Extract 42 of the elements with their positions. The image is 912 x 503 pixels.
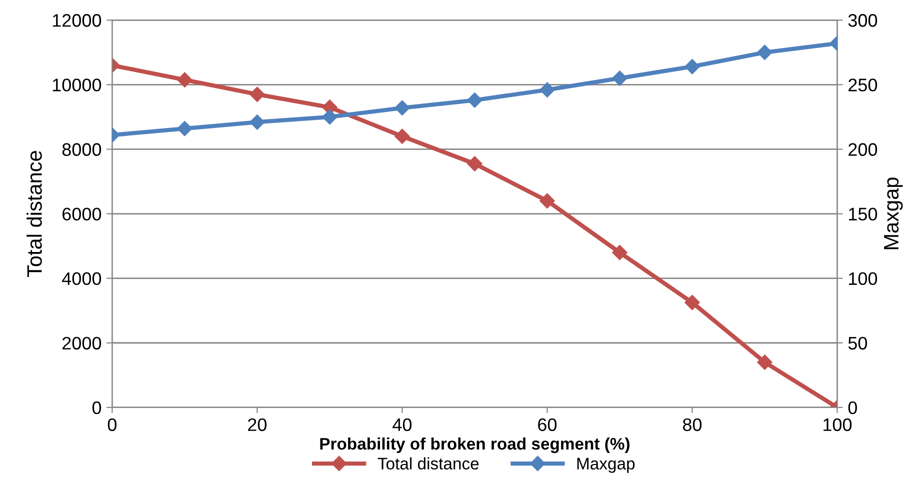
point — [177, 72, 192, 88]
point — [250, 86, 265, 102]
point — [322, 109, 338, 125]
y2-tick-label: 0 — [848, 401, 857, 414]
point — [467, 156, 482, 172]
x-tick-label: 80 — [682, 418, 702, 432]
y-axis-title: Total distance — [26, 151, 42, 277]
point — [540, 82, 555, 98]
legend-label: Maxgap — [577, 458, 635, 473]
y-tick-label: 8000 — [62, 143, 102, 156]
point — [612, 70, 628, 86]
y2-tick-label: 250 — [848, 78, 878, 92]
point — [250, 114, 265, 130]
point — [757, 44, 772, 60]
point — [612, 244, 628, 260]
point — [684, 294, 700, 310]
x-tick-label: 40 — [392, 418, 412, 432]
x-tick-label: 20 — [248, 418, 267, 432]
y2-tick-label: 50 — [848, 336, 868, 350]
point — [540, 193, 555, 208]
point — [467, 92, 482, 108]
point — [394, 128, 410, 144]
point — [684, 59, 700, 74]
y-tick-label: 6000 — [62, 208, 102, 220]
point — [177, 120, 192, 136]
y-tick-label: 12000 — [52, 14, 102, 27]
x-axis-title: Probability of broken road segment (%) — [320, 437, 630, 454]
legend-label: Total distance — [378, 457, 479, 470]
y2-tick-label: 100 — [849, 272, 878, 286]
y2-tick-label: 300 — [848, 14, 878, 27]
x-tick-label: 0 — [108, 418, 116, 432]
y-tick-label: 2000 — [62, 336, 102, 350]
y2-axis-title: Maxgap — [884, 178, 903, 250]
y-tick-label: 4000 — [62, 272, 102, 286]
point — [757, 354, 772, 370]
x-tick-label: 60 — [538, 418, 557, 432]
y2-tick-label: 200 — [848, 143, 878, 156]
y-tick-label: 0 — [92, 401, 102, 414]
y2-tick-label: 150 — [849, 208, 878, 220]
y-tick-label: 10000 — [52, 78, 102, 92]
x-tick-label: 100 — [824, 418, 852, 432]
point — [394, 100, 410, 116]
